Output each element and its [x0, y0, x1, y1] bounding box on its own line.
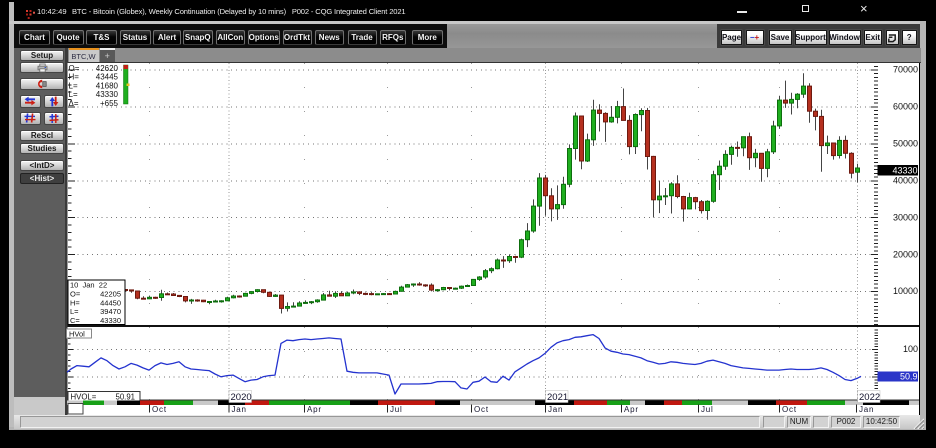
svg-text:42620: 42620: [96, 64, 119, 73]
svg-text:Oct: Oct: [152, 405, 167, 414]
svg-text:50000: 50000: [893, 139, 918, 149]
svg-text:HVOL=: HVOL=: [71, 393, 97, 402]
svg-text:Jul: Jul: [390, 405, 403, 414]
svg-text:39470: 39470: [100, 307, 121, 316]
svg-text:10 Jan 22: 10 Jan 22: [70, 281, 107, 290]
svg-text:42205: 42205: [100, 289, 121, 298]
svg-text:20000: 20000: [893, 249, 918, 259]
svg-text:L=: L=: [69, 81, 78, 90]
svg-text:Oct: Oct: [474, 405, 489, 414]
svg-text:L=: L=: [70, 307, 79, 316]
svg-text:2020: 2020: [231, 392, 252, 403]
svg-text:2022: 2022: [859, 392, 880, 403]
svg-text:C=: C=: [70, 316, 80, 325]
svg-text:50.91: 50.91: [115, 393, 135, 402]
svg-text:Δ=: Δ=: [69, 99, 79, 108]
svg-text:Oct: Oct: [782, 405, 797, 414]
svg-text:70000: 70000: [893, 65, 918, 75]
svg-text:43445: 43445: [96, 73, 119, 82]
svg-text:43330: 43330: [892, 165, 917, 175]
svg-text:Jul: Jul: [701, 405, 714, 414]
svg-text:Jan: Jan: [548, 405, 563, 414]
svg-text:Apr: Apr: [307, 405, 322, 414]
svg-text:10000: 10000: [893, 286, 918, 296]
svg-text:43330: 43330: [96, 90, 119, 99]
svg-text:30000: 30000: [893, 212, 918, 222]
svg-text:Jan: Jan: [232, 405, 247, 414]
svg-text:60000: 60000: [893, 102, 918, 112]
svg-text:+655: +655: [100, 99, 119, 108]
svg-text:43330: 43330: [100, 316, 121, 325]
svg-text:Apr: Apr: [624, 405, 639, 414]
svg-text:H=: H=: [69, 73, 80, 82]
svg-text:O=: O=: [70, 289, 81, 298]
svg-text:44450: 44450: [100, 298, 121, 307]
svg-text:100: 100: [903, 344, 918, 354]
svg-text:2021: 2021: [547, 392, 568, 403]
svg-text:Jan: Jan: [859, 405, 874, 414]
svg-text:HVol: HVol: [69, 329, 85, 338]
svg-text:40000: 40000: [893, 176, 918, 186]
svg-text:50.9: 50.9: [900, 372, 918, 382]
svg-text:L=: L=: [69, 90, 78, 99]
svg-text:O=: O=: [69, 64, 80, 73]
svg-text:41680: 41680: [96, 81, 119, 90]
svg-text:H=: H=: [70, 298, 80, 307]
